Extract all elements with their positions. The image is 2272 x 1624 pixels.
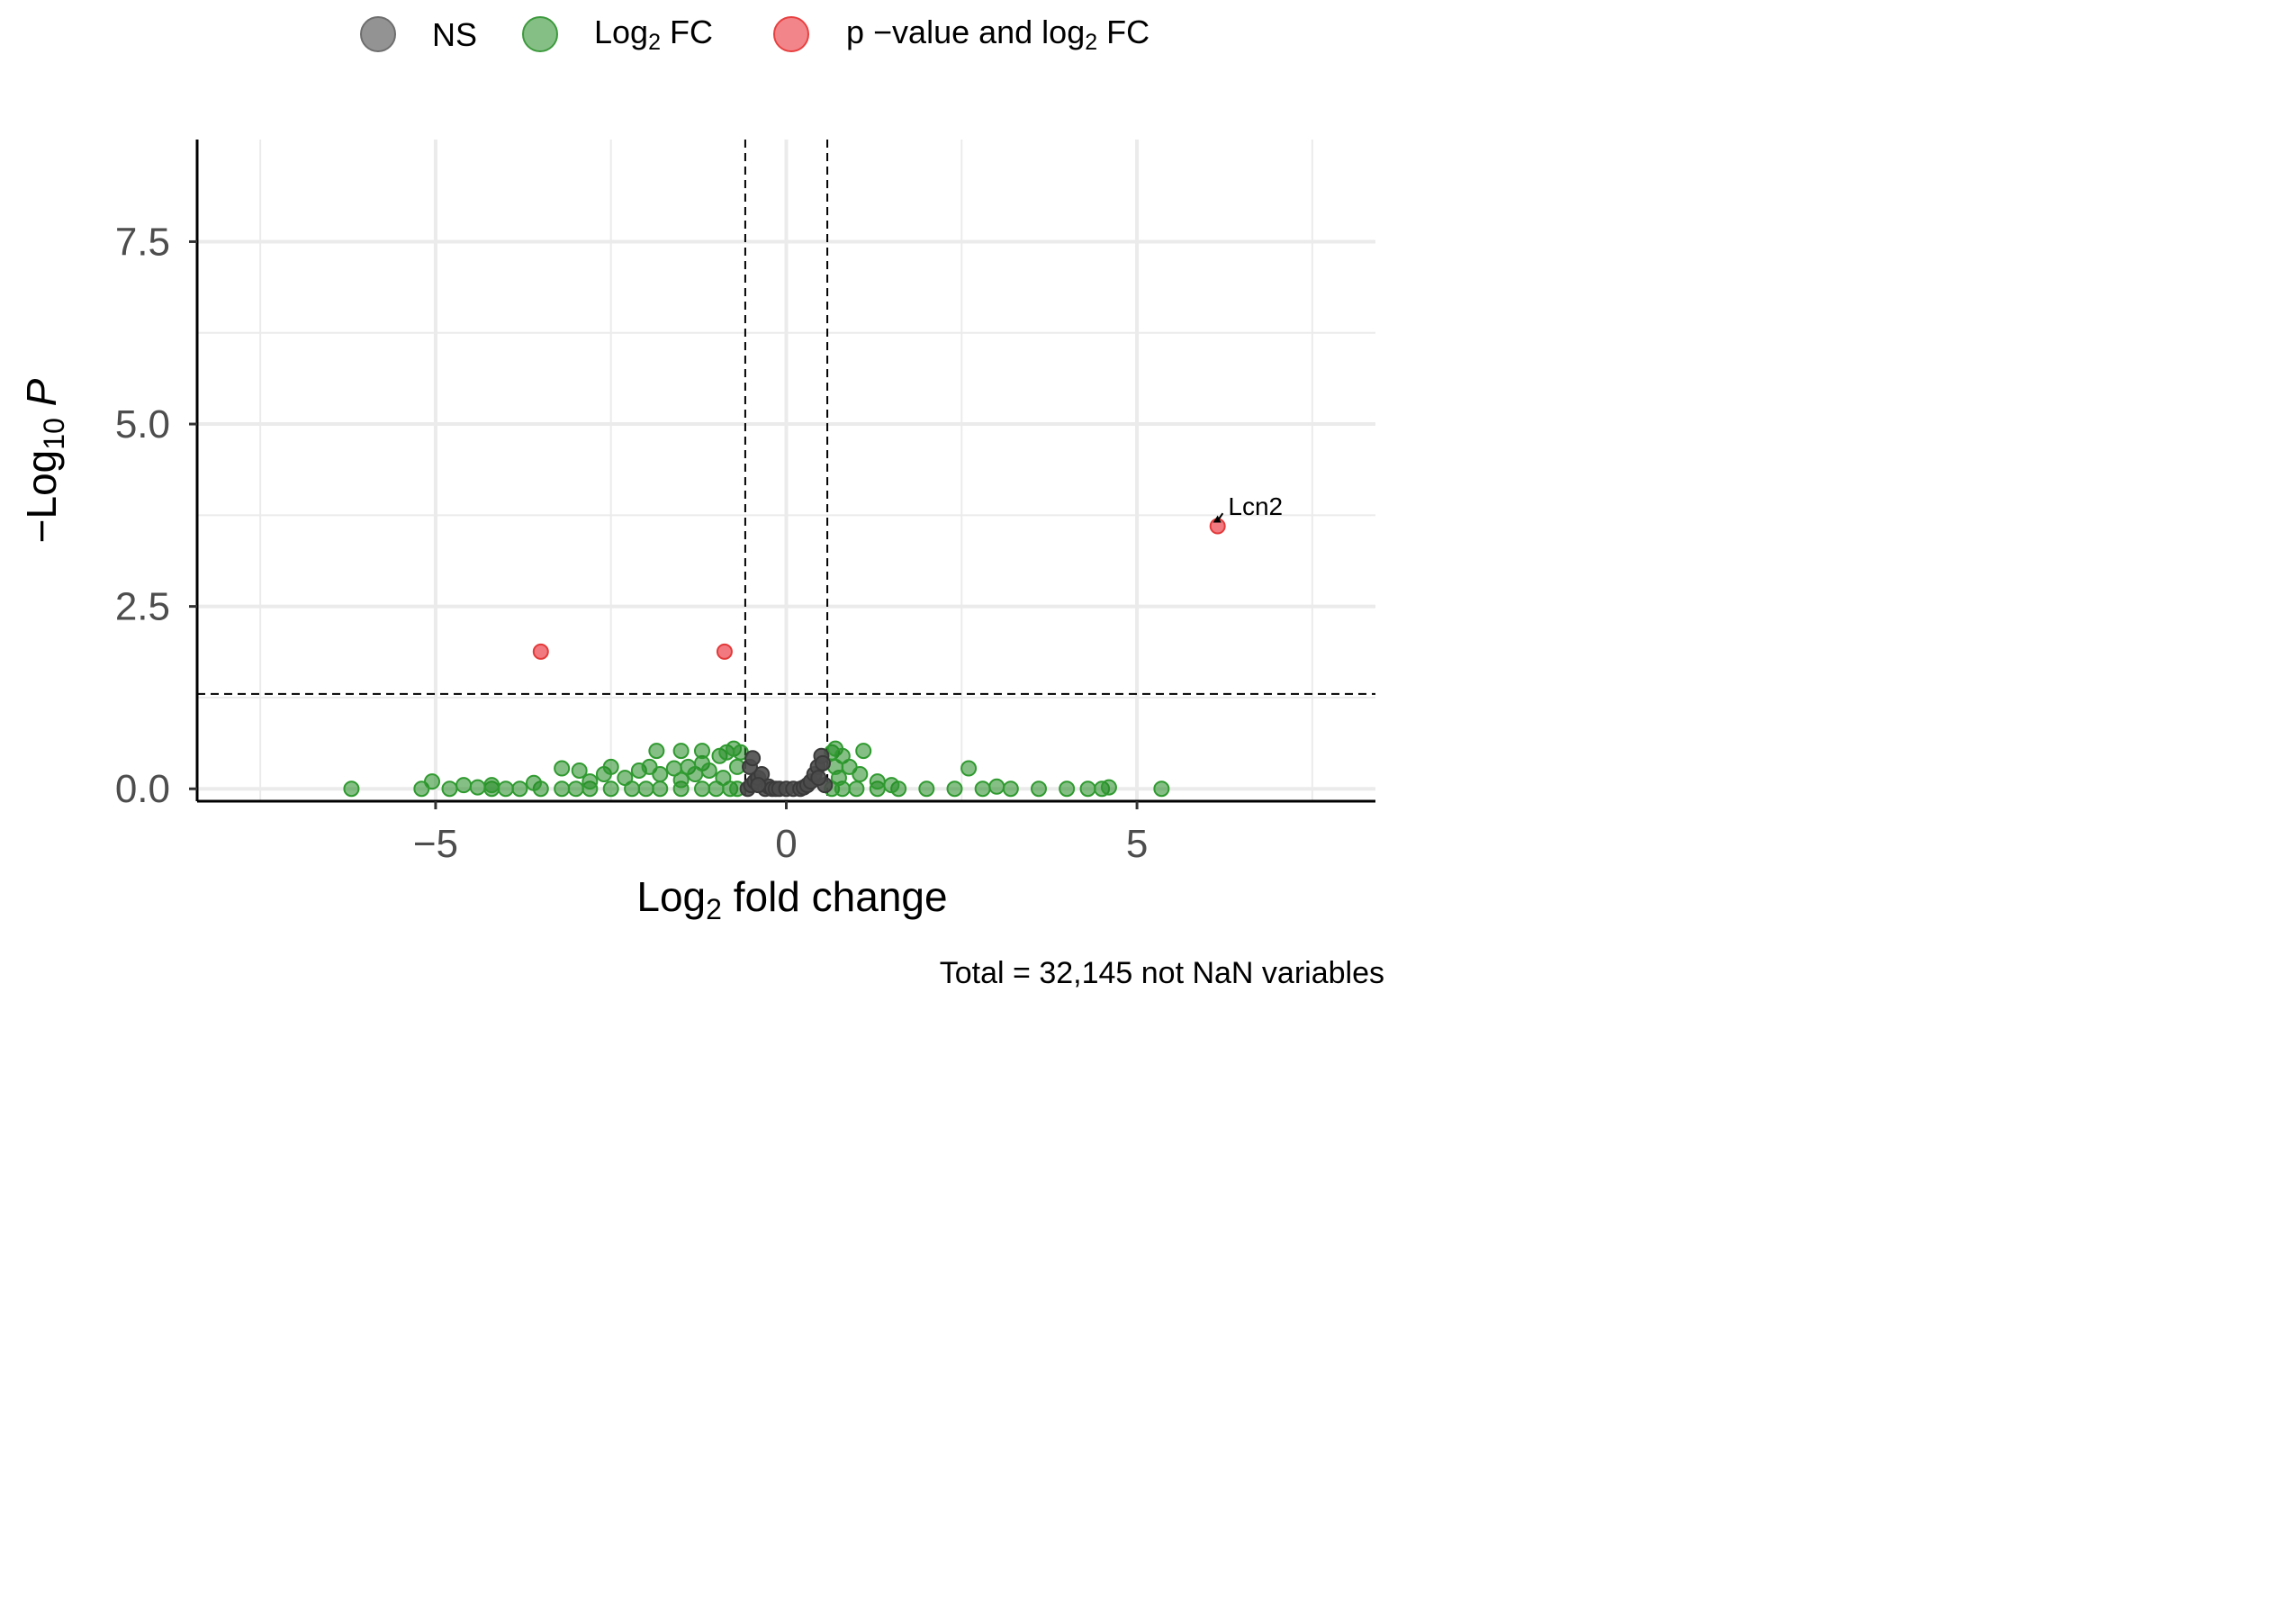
point-log2fc — [1031, 780, 1047, 798]
point-log2fc — [554, 760, 571, 777]
volcano-plot: −5 0 5 0.0 2.5 5.0 7.5 Lcn2 NS Log2 FC p −valu… — [18, 14, 1384, 990]
point-ns — [750, 777, 767, 794]
legend-item-log2fc: Log2 FC — [522, 14, 713, 55]
point-log2fc — [715, 770, 732, 787]
point-ns — [744, 750, 762, 767]
point-log2fc — [343, 780, 360, 798]
point-log2fc — [700, 762, 717, 779]
legend-swatch-ns — [360, 16, 396, 52]
point-log2fc — [869, 773, 886, 790]
x-axis-title: Log2 fold change — [636, 873, 947, 925]
point-log2fc — [946, 780, 963, 798]
point-log2fc — [571, 762, 588, 779]
point-log2fc — [694, 780, 710, 798]
legend-label-log2fc: Log2 FC — [594, 14, 713, 55]
point-log2fc — [960, 760, 978, 777]
point-log2fc — [511, 780, 528, 798]
x-tick-label: −5 — [413, 822, 458, 866]
point-log2fc — [1059, 780, 1076, 798]
point-log2fc — [602, 758, 619, 775]
point-log2fc — [1100, 779, 1117, 796]
point-log2fc — [554, 780, 571, 798]
point-log2fc — [1153, 780, 1170, 798]
annotations-layer: Lcn2 — [1213, 492, 1283, 523]
legend-swatch-log2fc — [522, 16, 558, 52]
point-log2fc — [694, 743, 710, 760]
point-log2fc — [497, 780, 514, 798]
caption-total: Total = 32,145 not NaN variables — [940, 956, 1384, 990]
point-log2fc — [637, 780, 654, 798]
point-log2fc — [855, 743, 872, 760]
x-tick-label: 0 — [775, 822, 797, 866]
grid-layer — [197, 140, 1375, 801]
point-log2fc — [672, 771, 690, 789]
point-log2fc — [652, 780, 669, 798]
legend-swatch-pvalue-and-log2fc — [773, 16, 809, 52]
y-tick-label: 5.0 — [115, 402, 170, 447]
point-ns — [815, 754, 832, 771]
annotation-arrowhead — [1213, 515, 1222, 523]
y-axis-title: −Log10 P — [18, 378, 70, 543]
legend-item-pvalue-and-log2fc: p −value and log2 FC — [773, 14, 1150, 55]
point-log2fc — [526, 774, 542, 791]
point-log2fc — [1002, 780, 1019, 798]
point-log2fc — [652, 766, 669, 783]
point-log2fc — [1079, 780, 1096, 798]
legend-label-pvalue-and-log2fc: p −value and log2 FC — [846, 14, 1150, 55]
point-log2fc — [848, 780, 865, 798]
point-pvalue-and-log2fc — [532, 643, 549, 660]
y-tick-label: 0.0 — [115, 767, 170, 811]
points-layer — [343, 518, 1226, 798]
axes-layer: −5 0 5 0.0 2.5 5.0 7.5 — [115, 140, 1375, 866]
y-tick-label: 7.5 — [115, 220, 170, 264]
point-log2fc — [582, 773, 599, 790]
legend-item-ns: NS — [360, 16, 477, 53]
point-log2fc — [918, 780, 935, 798]
point-log2fc — [567, 780, 584, 798]
point-log2fc — [469, 779, 486, 796]
point-log2fc — [617, 770, 634, 787]
point-log2fc — [672, 743, 690, 760]
point-log2fc — [483, 777, 500, 794]
point-log2fc — [455, 777, 473, 794]
point-log2fc — [988, 778, 1005, 795]
y-tick-label: 2.5 — [115, 585, 170, 629]
point-log2fc — [424, 773, 441, 790]
x-tick-label: 5 — [1126, 822, 1148, 866]
point-log2fc — [602, 780, 619, 798]
legend-label-ns: NS — [432, 16, 477, 53]
point-ns — [810, 770, 827, 787]
point-log2fc — [883, 777, 900, 794]
point-log2fc — [852, 766, 869, 783]
point-log2fc — [441, 780, 458, 798]
point-log2fc — [974, 780, 991, 798]
point-pvalue-and-log2fc — [716, 643, 733, 660]
annotation-label: Lcn2 — [1228, 492, 1283, 520]
point-log2fc — [648, 743, 665, 760]
cutoff-lines — [197, 140, 1375, 801]
legend: NS Log2 FC p −value and log2 FC — [360, 14, 1150, 55]
